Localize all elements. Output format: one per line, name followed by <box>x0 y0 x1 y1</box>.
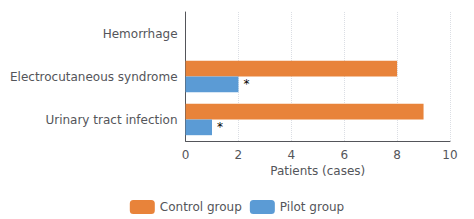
svg-text:Hemorrhage: Hemorrhage <box>103 27 178 41</box>
svg-text:4: 4 <box>288 148 296 162</box>
svg-text:2: 2 <box>235 148 243 162</box>
svg-text:Electrocutaneous syndrome: Electrocutaneous syndrome <box>10 70 178 84</box>
svg-text:0: 0 <box>182 148 190 162</box>
svg-text:Urinary tract infection: Urinary tract infection <box>45 113 177 127</box>
svg-text:Patients (cases): Patients (cases) <box>270 164 365 178</box>
svg-text:Pilot group: Pilot group <box>280 200 344 214</box>
svg-text:*: * <box>217 120 223 134</box>
svg-text:*: * <box>243 77 249 91</box>
svg-text:10: 10 <box>442 148 457 162</box>
svg-text:6: 6 <box>340 148 348 162</box>
svg-text:Control group: Control group <box>160 200 242 214</box>
svg-text:8: 8 <box>393 148 401 162</box>
